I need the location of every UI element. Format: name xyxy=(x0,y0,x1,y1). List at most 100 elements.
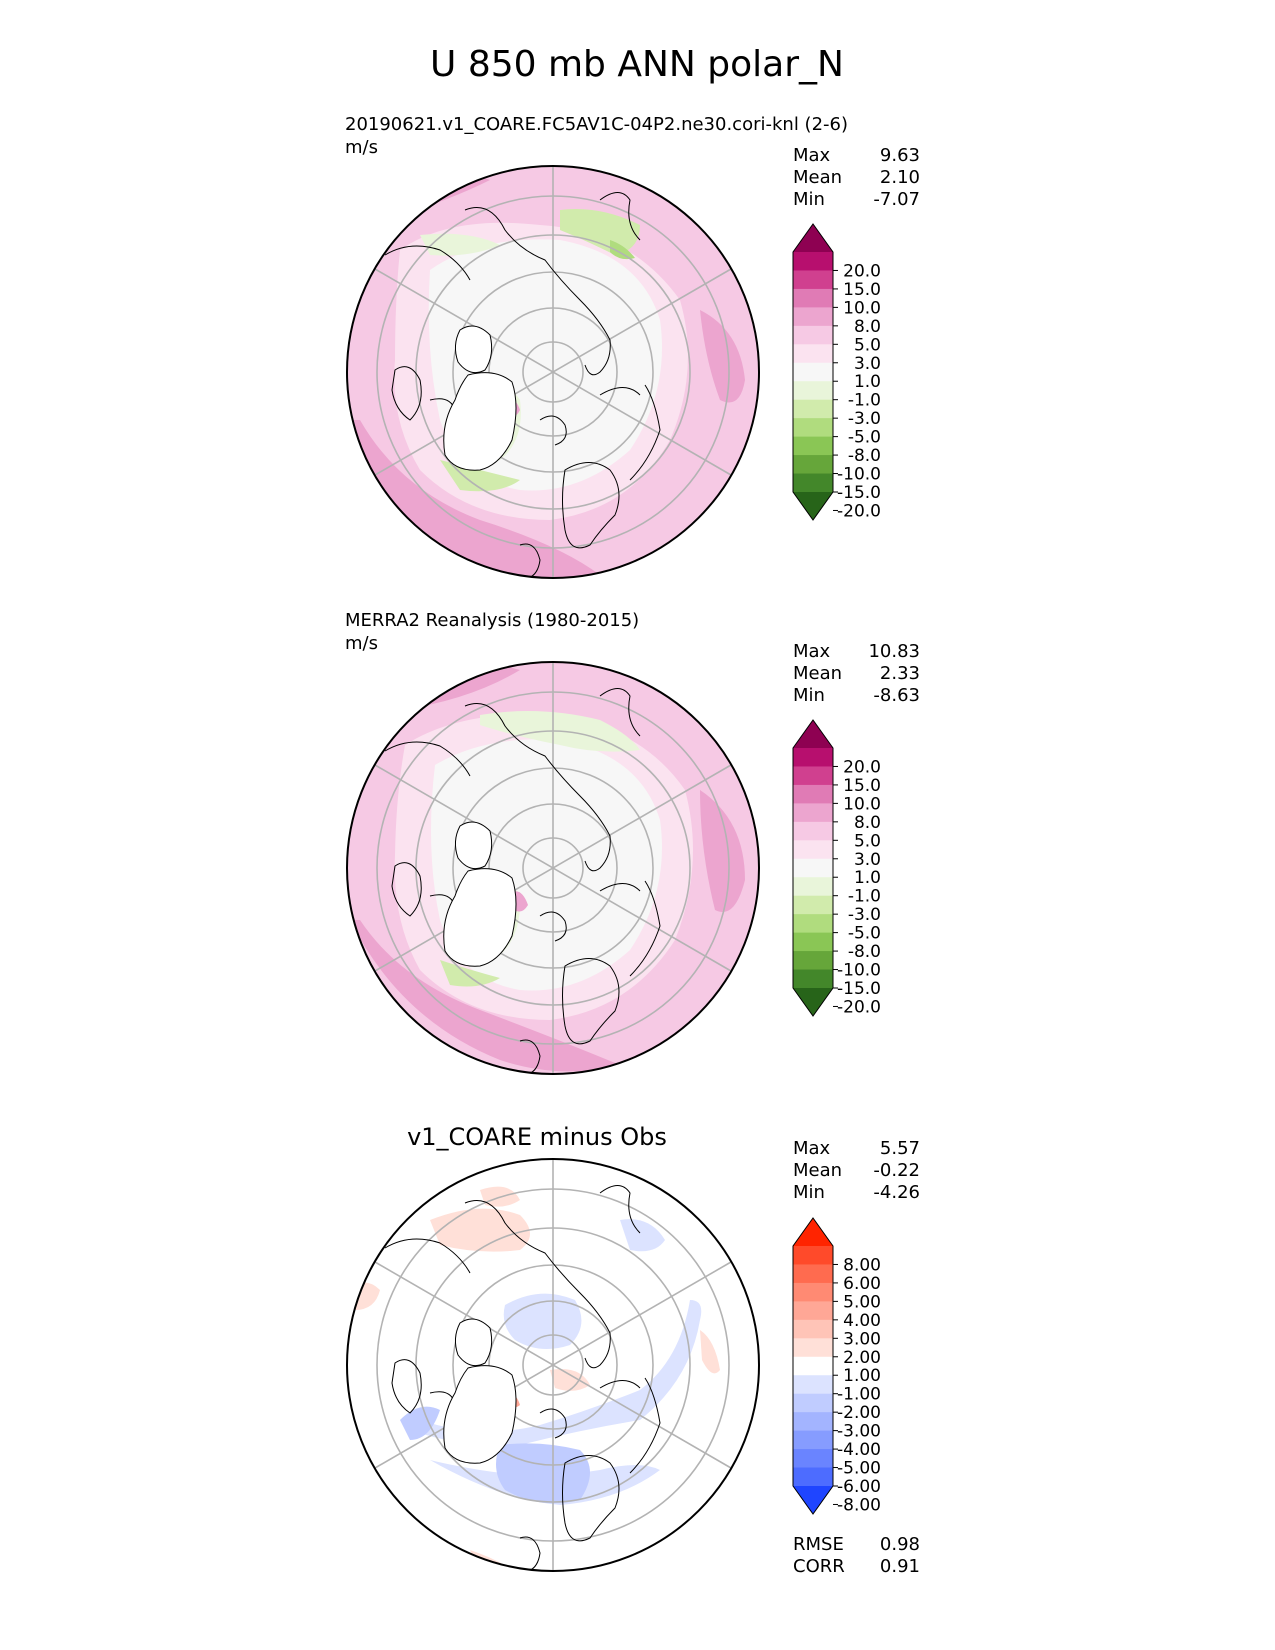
stat-min-value: -7.07 xyxy=(873,189,920,210)
colorbar-band xyxy=(793,455,833,475)
colorbar-band xyxy=(793,1282,833,1302)
stat-max-label: Max xyxy=(793,641,831,662)
field-fill xyxy=(347,166,759,578)
colorbar-band xyxy=(793,436,833,456)
colorbar-tick-label: 6.00 xyxy=(843,1274,881,1294)
colorbar-band xyxy=(793,969,833,989)
colorbar-tick-label: -1.0 xyxy=(848,391,881,411)
stat-mean-value: 2.10 xyxy=(880,167,920,188)
stat-max-value: 9.63 xyxy=(880,145,920,166)
colorbar-tick-label: -20.0 xyxy=(837,501,881,521)
colorbar-band xyxy=(793,1375,833,1395)
colorbar-band xyxy=(793,1467,833,1487)
polar-map xyxy=(346,1158,760,1572)
stat-mean-label: Mean xyxy=(793,1160,842,1181)
panel-test: 20190621.v1_COARE.FC5AV1C-04P2.ne30.cori… xyxy=(345,114,920,579)
colorbar-extend-max xyxy=(793,720,833,748)
metric-rmse-label: RMSE xyxy=(793,1534,844,1555)
colorbar-band xyxy=(793,381,833,401)
colorbar-band xyxy=(793,748,833,768)
colorbar-extend-max xyxy=(793,224,833,252)
colorbar-band xyxy=(793,344,833,364)
stat-mean-value: 2.33 xyxy=(880,663,920,684)
polar-map xyxy=(346,165,760,579)
panel-title: v1_COARE minus Obs xyxy=(407,1123,667,1151)
metric-rmse-value: 0.98 xyxy=(880,1534,920,1555)
colorbar-tick-label: 2.00 xyxy=(843,1348,881,1368)
colorbar-band xyxy=(793,914,833,934)
panel-units: m/s xyxy=(345,633,378,654)
map-boundary xyxy=(346,661,760,1075)
polar-map xyxy=(346,661,760,1075)
colorbar-tick-label: 10.0 xyxy=(843,298,881,318)
colorbar-tick-label: -10.0 xyxy=(837,961,881,981)
colorbar-band xyxy=(793,399,833,419)
colorbar-tick-label: 20.0 xyxy=(843,261,881,281)
colorbar-band xyxy=(793,858,833,878)
colorbar-band xyxy=(793,473,833,493)
colorbar-tick-label: 20.0 xyxy=(843,757,881,777)
stats-block: Max 5.57 Mean -0.22 Min -4.26 xyxy=(793,1138,920,1203)
stat-min-label: Min xyxy=(793,685,825,706)
stat-max-value: 10.83 xyxy=(868,641,920,662)
stat-max-label: Max xyxy=(793,1138,831,1159)
figure-title: U 850 mb ANN polar_N xyxy=(430,44,844,85)
stats-block: Max 10.83 Mean 2.33 Min -8.63 xyxy=(793,641,920,706)
colorbar-tick-label: -1.0 xyxy=(848,887,881,907)
colorbar-tick-label: -3.0 xyxy=(848,409,881,429)
colorbar-tick-label: -5.0 xyxy=(848,924,881,944)
panel-title: 20190621.v1_COARE.FC5AV1C-04P2.ne30.cori… xyxy=(345,114,848,135)
colorbar-band xyxy=(793,951,833,971)
colorbar-band xyxy=(793,784,833,804)
colorbar-tick-label: 8.0 xyxy=(854,813,881,833)
colorbar-band xyxy=(793,362,833,382)
metric-corr-value: 0.91 xyxy=(880,1556,920,1577)
colorbar-tick-label: 5.0 xyxy=(854,831,881,851)
colorbar-tick-label: -8.00 xyxy=(837,1495,881,1515)
colorbar-tick-label: 8.00 xyxy=(843,1255,881,1275)
stat-min-value: -8.63 xyxy=(873,685,920,706)
colorbar-tick-label: -2.00 xyxy=(837,1403,881,1423)
stat-min-value: -4.26 xyxy=(873,1182,920,1203)
colorbar-tick-label: -3.0 xyxy=(848,905,881,925)
colorbar-tick-label: 5.0 xyxy=(854,335,881,355)
colorbar-tick-label: 5.00 xyxy=(843,1292,881,1312)
colorbar-tick-label: 1.00 xyxy=(843,1366,881,1386)
stat-mean-label: Mean xyxy=(793,167,842,188)
panel-reference: MERRA2 Reanalysis (1980-2015) m/s xyxy=(345,610,920,1075)
colorbar-tick-label: -8.0 xyxy=(848,446,881,466)
panel-difference: v1_COARE minus Obs xyxy=(346,1123,920,1577)
colorbar-band xyxy=(793,1264,833,1284)
colorbar-band xyxy=(793,1449,833,1469)
colorbar-band xyxy=(793,325,833,345)
map-boundary xyxy=(346,165,760,579)
colorbar-tick-label: 8.0 xyxy=(854,317,881,337)
colorbar-band xyxy=(793,270,833,290)
colorbar-band xyxy=(793,766,833,786)
colorbar-band xyxy=(793,1412,833,1432)
colorbar-band xyxy=(793,821,833,841)
colorbar-tick-label: -4.00 xyxy=(837,1440,881,1460)
field-fill xyxy=(347,662,759,1074)
colorbar-extend-min xyxy=(793,492,833,520)
colorbar-extend-min xyxy=(793,988,833,1016)
colorbar-tick-label: -6.00 xyxy=(837,1477,881,1497)
colorbar-tick-label: -8.0 xyxy=(848,942,881,962)
colorbar-band xyxy=(793,252,833,272)
colorbar-band xyxy=(793,877,833,897)
colorbar-extend-max xyxy=(793,1218,833,1246)
panel-title: MERRA2 Reanalysis (1980-2015) xyxy=(345,610,639,631)
colorbar-tick-label: -5.00 xyxy=(837,1459,881,1479)
colorbar-tick-label: 15.0 xyxy=(843,280,881,300)
field-fill xyxy=(347,1159,759,1571)
colorbar-tick-label: 1.0 xyxy=(854,372,881,392)
colorbar-band xyxy=(793,1319,833,1339)
colorbar-tick-label: 3.0 xyxy=(854,850,881,870)
map-boundary xyxy=(346,1158,760,1572)
colorbar-extend-min xyxy=(793,1486,833,1514)
colorbar-tick-label: 3.0 xyxy=(854,354,881,374)
stat-mean-value: -0.22 xyxy=(873,1160,920,1181)
colorbar-tick-label: -1.00 xyxy=(837,1385,881,1405)
colorbar-band xyxy=(793,895,833,915)
